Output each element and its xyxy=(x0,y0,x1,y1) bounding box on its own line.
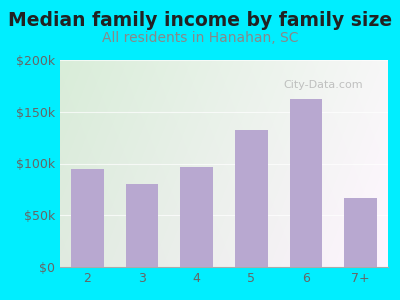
Text: All residents in Hanahan, SC: All residents in Hanahan, SC xyxy=(102,32,298,46)
Bar xyxy=(180,167,213,267)
Bar xyxy=(290,99,322,267)
Bar xyxy=(235,130,268,267)
Bar xyxy=(126,184,158,267)
Text: Median family income by family size: Median family income by family size xyxy=(8,11,392,29)
Text: City-Data.com: City-Data.com xyxy=(283,80,363,90)
Bar xyxy=(71,169,104,267)
Bar xyxy=(344,198,377,267)
